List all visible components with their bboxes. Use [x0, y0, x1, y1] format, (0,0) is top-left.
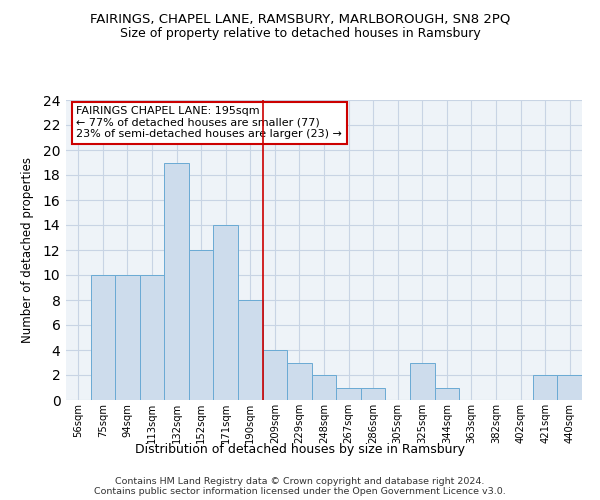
Bar: [140, 275, 164, 400]
Bar: [312, 375, 336, 400]
Text: Contains public sector information licensed under the Open Government Licence v3: Contains public sector information licen…: [94, 488, 506, 496]
Bar: [164, 162, 189, 400]
Bar: [410, 362, 434, 400]
Text: FAIRINGS, CHAPEL LANE, RAMSBURY, MARLBOROUGH, SN8 2PQ: FAIRINGS, CHAPEL LANE, RAMSBURY, MARLBOR…: [90, 12, 510, 26]
Bar: [557, 375, 582, 400]
Bar: [361, 388, 385, 400]
Bar: [336, 388, 361, 400]
Text: FAIRINGS CHAPEL LANE: 195sqm
← 77% of detached houses are smaller (77)
23% of se: FAIRINGS CHAPEL LANE: 195sqm ← 77% of de…: [76, 106, 342, 139]
Bar: [434, 388, 459, 400]
Bar: [238, 300, 263, 400]
Text: Distribution of detached houses by size in Ramsbury: Distribution of detached houses by size …: [135, 442, 465, 456]
Bar: [287, 362, 312, 400]
Bar: [115, 275, 140, 400]
Bar: [263, 350, 287, 400]
Y-axis label: Number of detached properties: Number of detached properties: [22, 157, 34, 343]
Bar: [189, 250, 214, 400]
Bar: [91, 275, 115, 400]
Text: Contains HM Land Registry data © Crown copyright and database right 2024.: Contains HM Land Registry data © Crown c…: [115, 478, 485, 486]
Bar: [214, 225, 238, 400]
Bar: [533, 375, 557, 400]
Text: Size of property relative to detached houses in Ramsbury: Size of property relative to detached ho…: [119, 28, 481, 40]
